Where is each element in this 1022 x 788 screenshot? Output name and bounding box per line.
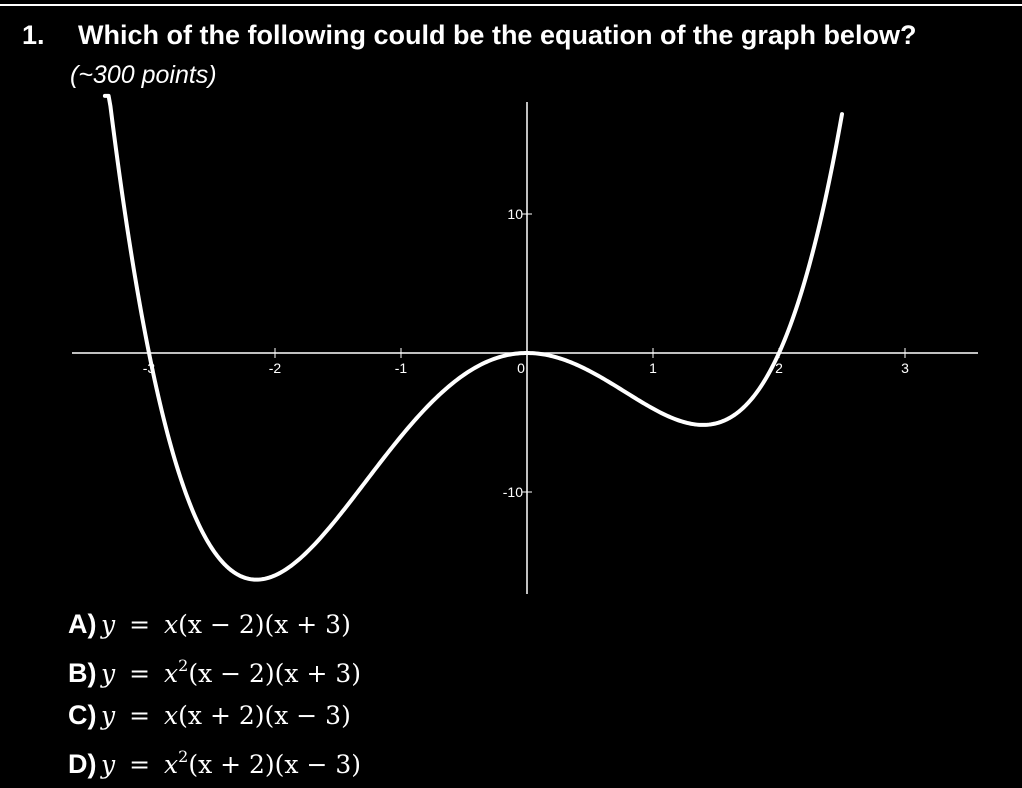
choice-b[interactable]: B) y = x2(x − 2)(x + 3)	[68, 656, 362, 692]
x-tick-label: -1	[395, 360, 408, 376]
x-tick-label: 3	[901, 360, 909, 376]
choice-equals: =	[129, 750, 151, 779]
choice-lhs: y	[100, 750, 116, 779]
question-number: 1.	[22, 20, 45, 50]
choice-letter: A)	[68, 609, 97, 639]
x-tick-label: 1	[649, 360, 657, 376]
choice-lhs: y	[100, 701, 116, 730]
y-tick-label: 10	[507, 206, 523, 222]
choice-letter: C)	[68, 700, 97, 730]
choice-factors: (x − 2)(x + 3)	[178, 610, 351, 639]
choice-variable: x	[164, 701, 179, 730]
choice-lhs: y	[100, 610, 116, 639]
choice-factors: (x + 2)(x − 3)	[188, 750, 362, 779]
choice-letter: D)	[68, 749, 97, 779]
series-curve	[102, 93, 844, 582]
x-tick-label: 0	[517, 360, 525, 376]
choice-equals: =	[129, 701, 151, 730]
choice-equals: =	[129, 659, 151, 688]
function-graph: -3 -2 -1 0 1 2 3 10-10	[72, 93, 978, 594]
y-tick-label: -10	[503, 484, 523, 500]
choice-variable: x	[164, 659, 179, 688]
choice-exponent: 2	[178, 656, 189, 676]
choice-c[interactable]: C) y = x(x + 2)(x − 3)	[68, 700, 351, 734]
choice-lhs: y	[100, 659, 116, 688]
choice-factors: (x − 2)(x + 3)	[188, 659, 362, 688]
top-rule	[0, 4, 1022, 6]
x-tick-label: 2	[775, 360, 783, 376]
choice-factors: (x + 2)(x − 3)	[178, 701, 351, 730]
choice-variable: x	[164, 610, 179, 639]
x-tick-label: -2	[269, 360, 282, 376]
y-ticks: 10 -10	[503, 206, 532, 500]
choice-d[interactable]: D) y = x2(x + 2)(x − 3)	[68, 747, 362, 783]
choice-letter: B)	[68, 658, 97, 688]
choice-equals: =	[129, 610, 151, 639]
choice-a[interactable]: A) y = x(x − 2)(x + 3)	[68, 609, 351, 643]
question-text: Which of the following could be the equa…	[78, 20, 917, 50]
question-points: (~300 points)	[70, 61, 217, 89]
choice-variable: x	[164, 750, 179, 779]
choice-exponent: 2	[178, 747, 189, 767]
